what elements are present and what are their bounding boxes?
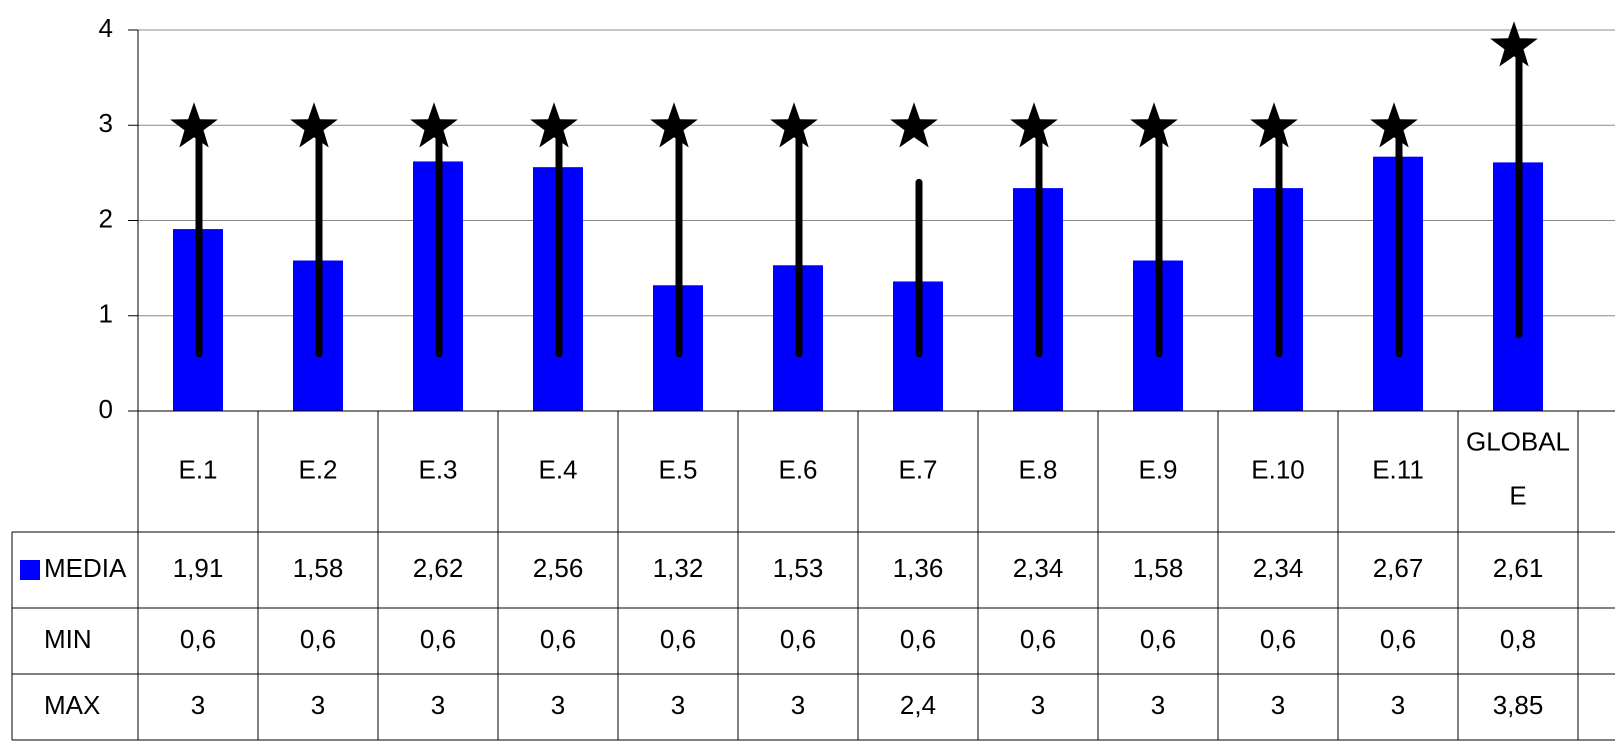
y-tick-label: 1 — [99, 299, 113, 329]
x-category-label: E.10 — [1251, 454, 1305, 484]
table-cell: 0,6 — [540, 624, 576, 654]
x-category-label: E.11 — [1372, 454, 1424, 484]
table-cell: 3 — [791, 690, 805, 720]
table-row-label: MAX — [44, 690, 100, 720]
max-star-marker — [1490, 21, 1538, 67]
table-row-label: MIN — [44, 624, 92, 654]
table-cell: 1,53 — [773, 553, 824, 583]
x-category-label: E.9 — [1138, 454, 1177, 484]
max-star-marker — [170, 102, 218, 148]
table-cell: 2,4 — [900, 690, 936, 720]
max-star-marker — [1250, 102, 1298, 148]
y-tick-label: 3 — [99, 108, 113, 138]
x-category-label: E.4 — [538, 454, 577, 484]
table-cell: 3 — [1271, 690, 1285, 720]
table-cell: 1,58 — [1133, 553, 1184, 583]
max-star-marker — [1010, 102, 1058, 148]
y-tick-label: 0 — [99, 394, 113, 424]
y-tick-label: 4 — [99, 13, 113, 43]
table-cell: 3 — [671, 690, 685, 720]
max-star-marker — [650, 102, 698, 148]
table-cell: 3,85 — [1493, 690, 1544, 720]
table-cell: 3 — [1031, 690, 1045, 720]
table-cell: 0,8 — [1500, 624, 1536, 654]
table-cell: 0,6 — [780, 624, 816, 654]
x-category-label: E.8 — [1018, 454, 1057, 484]
table-cell: 0,6 — [1380, 624, 1416, 654]
table-cell: 2,34 — [1013, 553, 1064, 583]
table-cell: 0,6 — [300, 624, 336, 654]
table-cell: 3 — [551, 690, 565, 720]
legend-swatch-media — [20, 560, 40, 580]
max-star-marker — [1370, 102, 1418, 148]
table-cell: 0,6 — [1020, 624, 1056, 654]
table-cell: 2,34 — [1253, 553, 1304, 583]
table-cell: 0,6 — [1140, 624, 1176, 654]
x-category-label: E.6 — [778, 454, 817, 484]
max-star-marker — [410, 102, 458, 148]
table-cell: 2,67 — [1373, 553, 1424, 583]
table-cell: 3 — [431, 690, 445, 720]
table-cell: 0,6 — [420, 624, 456, 654]
max-star-marker — [290, 102, 338, 148]
table-cell: 1,32 — [653, 553, 704, 583]
max-star-marker — [1130, 102, 1178, 148]
x-category-label: GLOBAL — [1466, 426, 1570, 456]
x-category-label: E.2 — [298, 454, 337, 484]
max-star-marker — [770, 102, 818, 148]
table-cell: 3 — [1151, 690, 1165, 720]
table-cell: 0,6 — [660, 624, 696, 654]
table-cell: 1,91 — [173, 553, 224, 583]
x-category-label: E.7 — [898, 454, 937, 484]
table-cell: 2,62 — [413, 553, 464, 583]
x-category-label: E.5 — [658, 454, 697, 484]
y-tick-label: 2 — [99, 203, 113, 233]
table-cell: 0,6 — [900, 624, 936, 654]
table-cell: 3 — [191, 690, 205, 720]
table-cell: 1,36 — [893, 553, 944, 583]
table-cell: 2,61 — [1493, 553, 1544, 583]
max-star-marker — [530, 102, 578, 148]
x-category-label: E — [1509, 480, 1526, 510]
table-row-label: MEDIA — [44, 553, 127, 583]
x-category-label: E.1 — [178, 454, 217, 484]
x-category-label: E.3 — [418, 454, 457, 484]
max-star-marker — [890, 102, 938, 148]
table-cell: 0,6 — [1260, 624, 1296, 654]
table-cell: 2,56 — [533, 553, 584, 583]
table-cell: 3 — [311, 690, 325, 720]
table-cell: 1,58 — [293, 553, 344, 583]
table-cell: 0,6 — [180, 624, 216, 654]
table-cell: 3 — [1391, 690, 1405, 720]
